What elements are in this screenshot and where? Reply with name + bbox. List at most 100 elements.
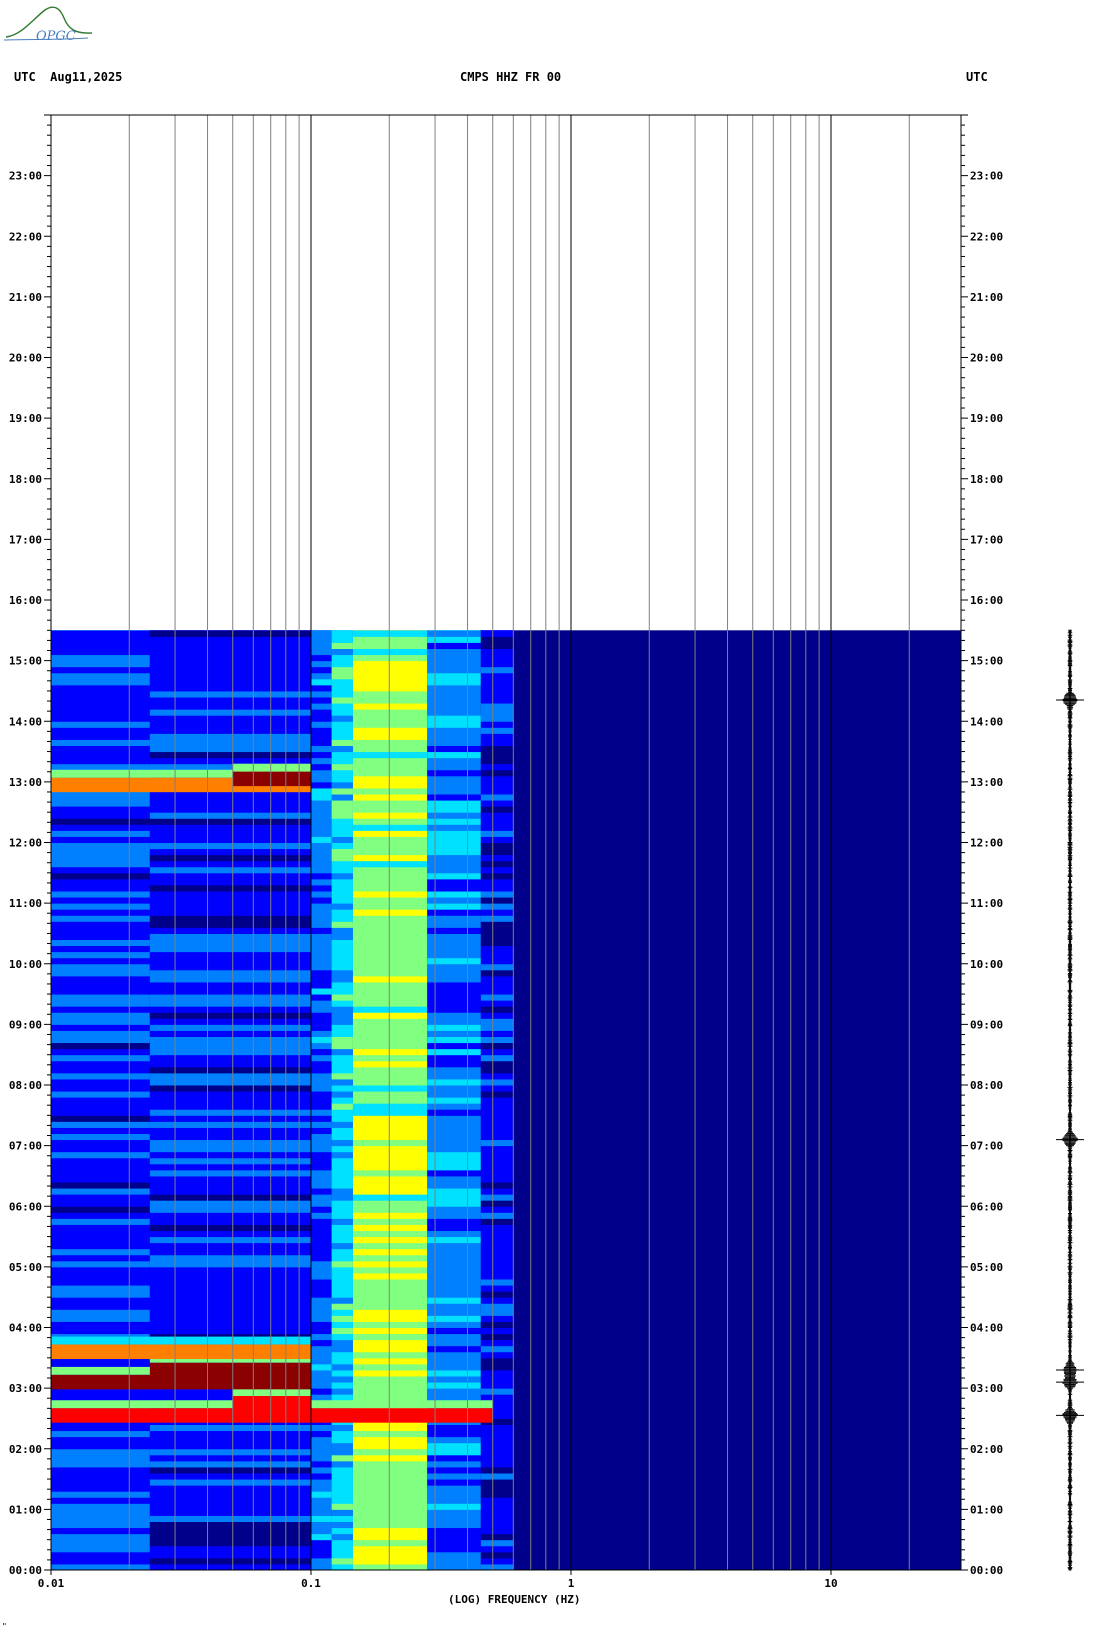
band-cell — [352, 909, 428, 916]
band-cell — [427, 1497, 481, 1504]
band-cell — [427, 818, 481, 825]
band-cell — [352, 1200, 428, 1207]
band-cell — [331, 1436, 353, 1444]
band-cell — [427, 751, 481, 759]
band-cell — [480, 703, 514, 710]
band-cell — [352, 806, 428, 813]
band-cell — [331, 1485, 353, 1492]
band-cell — [480, 1436, 514, 1444]
band-cell — [480, 1115, 514, 1122]
band-cell — [480, 969, 514, 977]
band-cell — [352, 1042, 428, 1050]
band-cell — [427, 1521, 481, 1529]
y-tick-label-left: 23:00 — [9, 170, 42, 183]
band-cell — [51, 854, 150, 862]
band-cell — [149, 763, 311, 771]
band-cell — [331, 769, 353, 777]
band-cell — [311, 648, 332, 656]
band-cell — [331, 709, 353, 716]
band-cell — [51, 800, 150, 807]
band-cell — [352, 1218, 428, 1225]
band-cell — [311, 1382, 332, 1389]
band-cell — [311, 1291, 332, 1298]
band-cell — [149, 830, 311, 837]
band-cell — [427, 981, 481, 989]
band-cell — [352, 775, 428, 783]
band-cell — [149, 1066, 311, 1074]
band-cell — [480, 854, 514, 862]
band-cell — [352, 1248, 428, 1256]
band-cell — [331, 1351, 353, 1359]
event-halo-4 — [51, 1336, 311, 1345]
y-tick-label-left: 16:00 — [9, 594, 42, 607]
band-cell — [480, 745, 514, 753]
band-cell — [427, 787, 481, 795]
band-cell — [480, 1151, 514, 1159]
band-cell — [311, 703, 332, 710]
band-cell — [311, 751, 332, 759]
band-cell — [427, 1127, 481, 1134]
band-cell — [149, 957, 311, 965]
band-cell — [149, 1127, 311, 1134]
band-cell — [311, 1297, 332, 1304]
band-cell — [311, 1218, 332, 1225]
band-cell — [480, 994, 514, 1001]
band-cell — [427, 1272, 481, 1280]
band-cell — [311, 1442, 332, 1450]
band-cell — [352, 1103, 428, 1110]
band-cell — [149, 842, 311, 850]
band-cell — [311, 1145, 332, 1153]
band-cell — [51, 1097, 150, 1104]
band-cell — [480, 1430, 514, 1438]
band-cell — [352, 812, 428, 819]
band-cell — [51, 1139, 150, 1147]
band-cell — [427, 1054, 481, 1062]
band-cell — [51, 1442, 150, 1450]
band-cell — [311, 733, 332, 740]
band-cell — [331, 1236, 353, 1244]
band-cell — [427, 927, 481, 934]
band-cell — [149, 709, 311, 716]
band-cell — [331, 1078, 353, 1086]
logo-text: OPGC — [36, 29, 76, 44]
band-cell — [427, 1042, 481, 1050]
band-cell — [51, 1260, 150, 1268]
band-cell — [149, 1563, 311, 1570]
band-cell — [480, 1424, 514, 1432]
band-cell — [331, 891, 353, 898]
band-cell — [311, 1527, 332, 1535]
band-cell — [149, 1169, 311, 1177]
band-cell — [427, 642, 481, 649]
band-cell — [149, 1175, 311, 1183]
x-axis-label: (LOG) FREQUENCY (HZ) — [448, 1593, 580, 1606]
band-cell — [427, 1254, 481, 1262]
band-cell — [427, 1012, 481, 1019]
band-cell — [311, 709, 332, 716]
band-cell — [51, 915, 150, 922]
band-cell — [352, 1303, 428, 1310]
band-cell — [51, 1424, 150, 1432]
y-tick-label-right: 14:00 — [970, 715, 1003, 728]
event-halo-5 — [51, 769, 311, 778]
band-cell — [311, 1357, 332, 1365]
y-tick-label-right: 08:00 — [970, 1079, 1003, 1092]
band-cell — [427, 1333, 481, 1341]
band-cell — [51, 903, 150, 910]
band-cell — [51, 630, 150, 637]
band-cell — [331, 1212, 353, 1219]
band-cell — [352, 963, 428, 971]
band-cell — [311, 1024, 332, 1031]
band-cell — [480, 1206, 514, 1213]
band-cell — [51, 690, 150, 698]
band-cell — [51, 988, 150, 995]
band-cell — [331, 1006, 353, 1013]
band-cell — [331, 884, 353, 892]
band-cell — [427, 1388, 481, 1395]
band-cell — [480, 1030, 514, 1037]
band-cell — [51, 830, 150, 837]
band-cell — [149, 1321, 311, 1328]
band-cell — [311, 1127, 332, 1134]
band-cell — [149, 891, 311, 898]
band-cell — [331, 1533, 353, 1541]
band-cell — [51, 1115, 150, 1122]
